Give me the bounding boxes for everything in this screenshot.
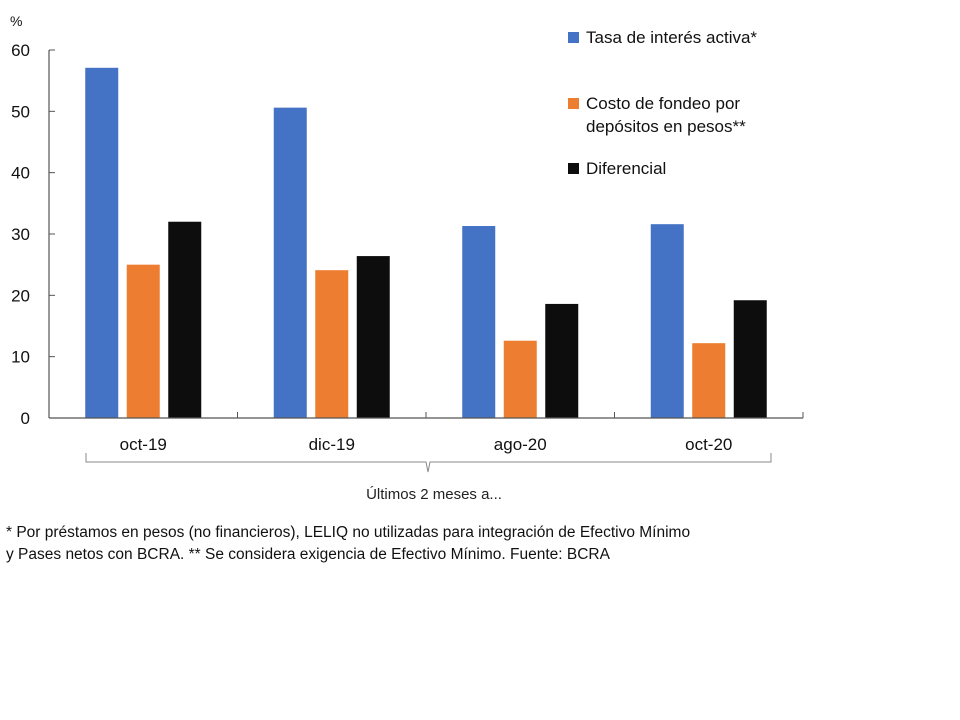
brace-path [85,453,772,473]
legend-label: Costo de fondeo por depósitos en pesos** [586,92,746,138]
y-tick-label: 10 [11,348,30,367]
bar-diferencial-oct-20 [733,300,767,418]
legend-label: Tasa de interés activa* [586,28,758,47]
x-category-label: oct-19 [120,435,167,454]
bar-diferencial-oct-19 [168,221,202,418]
y-axis: 0 10 20 30 40 50 60 [11,41,55,428]
x-category-label: dic-19 [309,435,355,454]
bar-costo-fondeo-oct-20 [692,343,726,418]
legend-swatch-black [568,163,579,174]
legend-item-diferencial: Diferencial [568,157,666,180]
footnote-line-2: y Pases netos con BCRA. ** Se considera … [6,546,610,563]
legend-swatch-blue [568,32,579,43]
bar-diferencial-dic-19 [356,256,390,418]
x-axis-group-label: Últimos 2 meses a... [366,486,502,503]
bar-costo-fondeo-dic-19 [315,270,349,418]
y-tick-label: 30 [11,225,30,244]
y-axis-unit-label: % [10,13,22,29]
legend-item-tasa-activa: Tasa de interés activa* [568,26,757,49]
legend-label: Diferencial [586,159,667,178]
bars [85,67,767,419]
legend-label-line-1: Costo de fondeo por [586,94,741,113]
bar-diferencial-ago-20 [545,303,579,418]
y-tick-label: 20 [11,286,30,305]
category-group-brace [85,453,772,473]
bar-costo-fondeo-oct-19 [126,264,160,418]
y-tick-label: 50 [11,102,30,121]
bar-tasa-activa-ago-20 [462,226,496,418]
bar-costo-fondeo-ago-20 [503,340,537,418]
bar-tasa-activa-dic-19 [273,107,307,419]
x-category-label: oct-20 [685,435,732,454]
footnote-line-1: * Por préstamos en pesos (no financieros… [6,524,691,541]
y-tick-label: 60 [11,41,30,60]
legend-label-line-2: depósitos en pesos** [586,117,746,136]
legend-swatch-orange [568,98,579,109]
bar-tasa-activa-oct-20 [650,224,684,418]
bar-tasa-activa-oct-19 [85,67,119,418]
y-tick-label: 40 [11,164,30,183]
legend-item-costo-fondeo: Costo de fondeo por depósitos en pesos** [568,92,746,138]
y-tick-label: 0 [21,409,30,428]
x-axis: oct-19 dic-19 ago-20 oct-20 [49,412,804,454]
x-category-label: ago-20 [494,435,547,454]
footnote: * Por préstamos en pesos (no financieros… [6,522,806,566]
